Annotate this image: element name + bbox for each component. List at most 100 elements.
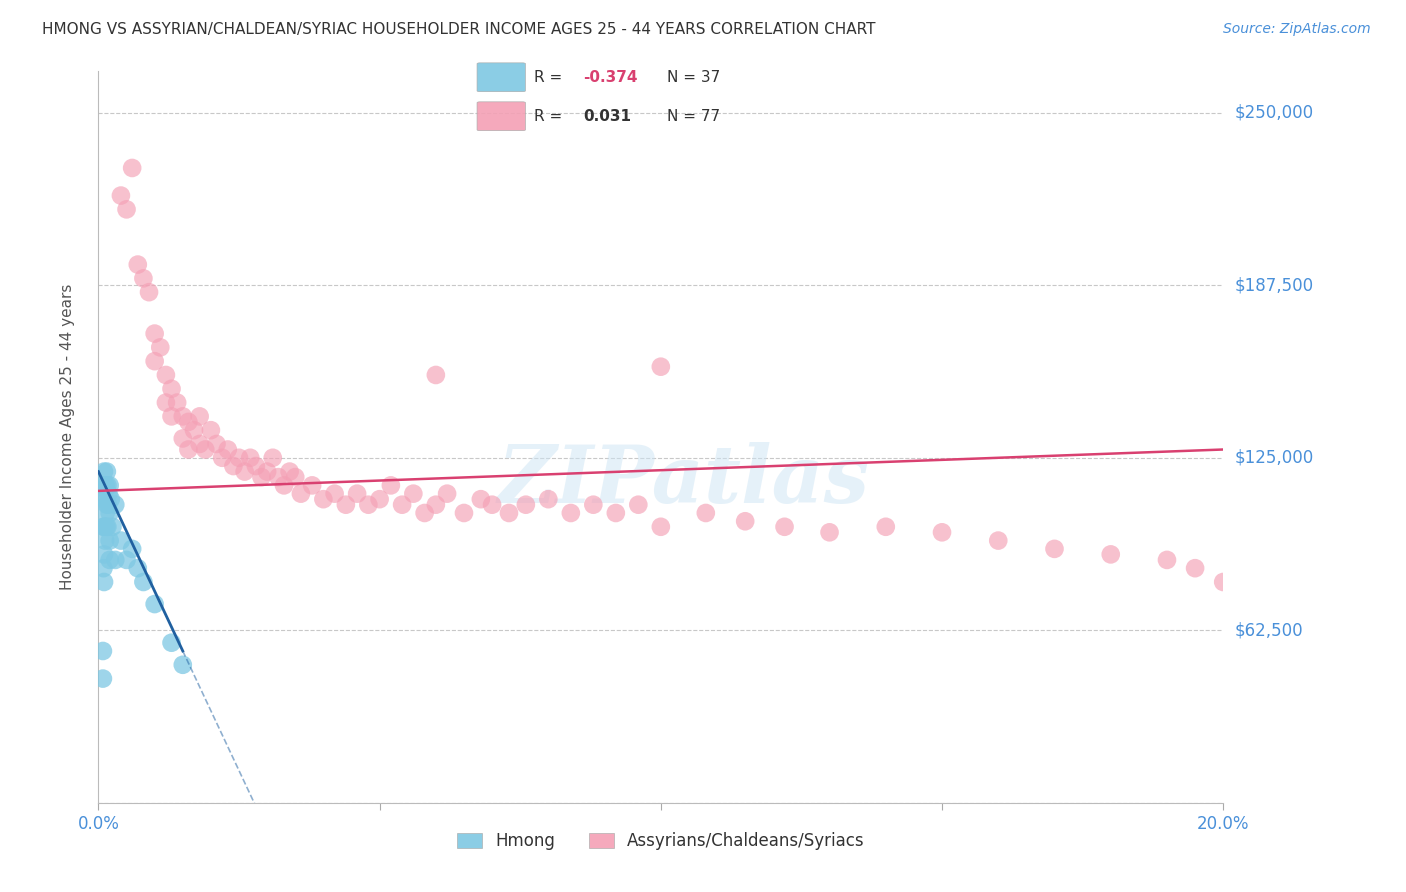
Point: [605, 506, 627, 520]
Point: [96, 520, 118, 534]
Point: [138, 285, 160, 300]
Point: [155, 395, 177, 409]
Text: ZIPatlas: ZIPatlas: [498, 442, 869, 520]
Point: [177, 415, 200, 429]
Point: [233, 465, 256, 479]
Point: [875, 520, 897, 534]
Point: [301, 478, 323, 492]
Point: [368, 492, 391, 507]
Point: [96, 465, 118, 479]
Point: [1184, 561, 1206, 575]
Point: [335, 498, 357, 512]
Point: [155, 368, 177, 382]
Point: [228, 450, 250, 465]
Point: [217, 442, 239, 457]
Point: [94, 478, 117, 492]
Point: [93, 520, 115, 534]
Point: [94, 533, 117, 548]
Text: $125,000: $125,000: [1234, 449, 1313, 467]
Point: [931, 525, 953, 540]
Y-axis label: Householder Income Ages 25 - 44 years: Householder Income Ages 25 - 44 years: [60, 284, 75, 591]
Point: [250, 470, 273, 484]
Point: [97, 498, 120, 512]
Point: [115, 553, 138, 567]
Point: [160, 382, 183, 396]
Point: [1099, 548, 1122, 562]
Point: [987, 533, 1010, 548]
Point: [346, 486, 368, 500]
Point: [188, 437, 211, 451]
Point: [97, 486, 120, 500]
Point: [284, 470, 307, 484]
Point: [121, 541, 143, 556]
Point: [256, 465, 278, 479]
Text: $187,500: $187,500: [1234, 277, 1313, 294]
Point: [160, 636, 183, 650]
Point: [101, 520, 124, 534]
Point: [245, 458, 267, 473]
Point: [166, 395, 188, 409]
Point: [402, 486, 425, 500]
Legend: Hmong, Assyrians/Chaldeans/Syriacs: Hmong, Assyrians/Chaldeans/Syriacs: [450, 825, 872, 856]
Point: [172, 432, 194, 446]
Point: [436, 486, 458, 500]
Point: [413, 506, 436, 520]
Point: [695, 506, 717, 520]
Point: [110, 533, 132, 548]
Point: [211, 450, 233, 465]
Point: [650, 520, 672, 534]
Point: [290, 486, 312, 500]
Point: [132, 271, 155, 285]
Point: [94, 506, 117, 520]
Text: -0.374: -0.374: [583, 70, 637, 85]
Point: [160, 409, 183, 424]
Point: [143, 597, 166, 611]
Point: [323, 486, 346, 500]
Point: [1212, 574, 1234, 589]
Point: [172, 657, 194, 672]
Point: [172, 409, 194, 424]
Point: [222, 458, 245, 473]
Point: [239, 450, 262, 465]
Point: [91, 644, 114, 658]
Point: [93, 548, 115, 562]
Point: [425, 498, 447, 512]
Point: [93, 561, 115, 575]
Point: [110, 188, 132, 202]
Point: [515, 498, 537, 512]
Point: [205, 437, 228, 451]
Point: [470, 492, 492, 507]
Point: [104, 498, 127, 512]
Point: [98, 478, 121, 492]
Point: [127, 258, 149, 272]
Point: [380, 478, 402, 492]
FancyBboxPatch shape: [477, 62, 526, 92]
Point: [93, 478, 115, 492]
Point: [391, 498, 413, 512]
Point: [132, 574, 155, 589]
Point: [1043, 541, 1066, 556]
Point: [183, 423, 205, 437]
Point: [115, 202, 138, 217]
Point: [627, 498, 650, 512]
Point: [93, 520, 115, 534]
Text: R =: R =: [534, 70, 568, 85]
Point: [818, 525, 841, 540]
Point: [200, 423, 222, 437]
Point: [96, 478, 118, 492]
Point: [100, 492, 122, 507]
Point: [273, 478, 295, 492]
Point: [127, 561, 149, 575]
Text: Source: ZipAtlas.com: Source: ZipAtlas.com: [1223, 22, 1371, 37]
Text: $250,000: $250,000: [1234, 103, 1313, 122]
Point: [560, 506, 582, 520]
Point: [357, 498, 380, 512]
Point: [650, 359, 672, 374]
Point: [481, 498, 503, 512]
Point: [312, 492, 335, 507]
Point: [94, 492, 117, 507]
Point: [734, 514, 756, 528]
Point: [143, 326, 166, 341]
Point: [149, 340, 172, 354]
Text: 0.031: 0.031: [583, 109, 631, 124]
